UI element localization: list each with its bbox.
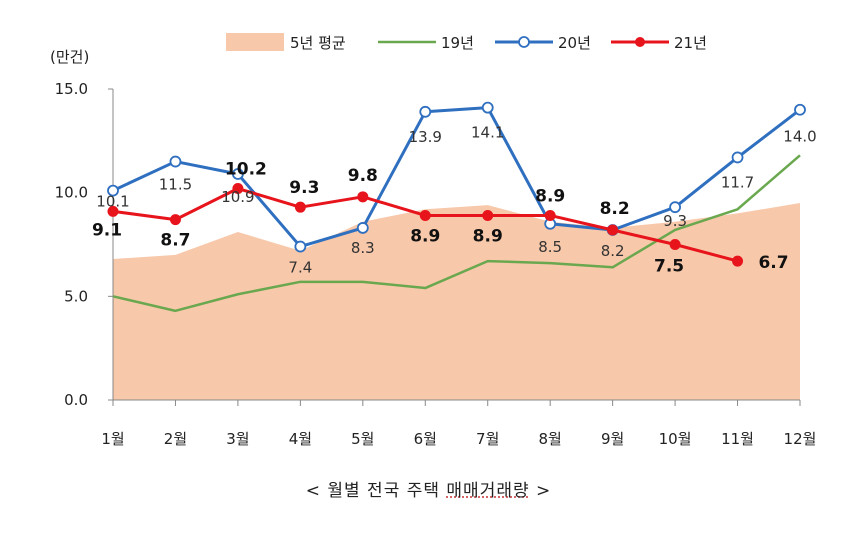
x-tick-label: 8월 [539, 430, 562, 448]
y-tick-label: 10.0 [55, 184, 88, 202]
legend-swatch-5yr-avg [226, 33, 284, 51]
series-20-point [169, 155, 182, 168]
series-21-data-label: 8.9 [473, 226, 503, 246]
caption-underlined: 매매거래량 [446, 481, 530, 501]
axes: 0.0 5.0 10.0 15.0 1월 2월 3월 4월 5월 6월 7월 8월 9월 10월 11월 12… [55, 80, 817, 448]
y-tick-label: 0.0 [64, 391, 88, 409]
legend-label-19: 19년 [441, 34, 474, 52]
series-20-data-label: 8.3 [351, 239, 375, 257]
caption-right: > [529, 481, 552, 501]
series-21-data-label: 9.3 [289, 178, 319, 198]
legend: 5년 평균 19년 20년 21년 [226, 33, 707, 52]
series-21-data-label: 9.1 [92, 220, 122, 240]
x-tick-label: 12월 [784, 430, 817, 448]
legend-marker-20 [518, 36, 530, 48]
x-tick-label: 3월 [226, 430, 249, 448]
x-tick-label: 7월 [476, 430, 499, 448]
series-20-data-label: 7.4 [288, 259, 312, 277]
series-line-20 [112, 106, 801, 249]
series-20-point [294, 240, 307, 253]
series-20-point [731, 151, 744, 164]
x-tick-label: 6월 [414, 430, 437, 448]
area-layer [113, 203, 800, 400]
series-20-point [356, 222, 369, 234]
series-area-5yr-avg [113, 203, 800, 400]
series-20-point [232, 168, 244, 180]
y-tick-label: 15.0 [55, 80, 88, 98]
series-21-point [669, 239, 681, 250]
series-21-point [107, 205, 119, 217]
series-21-data-label: 10.2 [225, 160, 267, 180]
series-line-19 [112, 154, 801, 313]
series-21-data-label: 8.9 [535, 186, 565, 206]
series-20-point [107, 184, 119, 197]
x-tick-label: 11월 [721, 430, 754, 448]
series-21-point [294, 201, 306, 213]
chart-caption: < 월별 전국 주택 매매거래량 > [0, 476, 857, 501]
y-tick-label: 5.0 [64, 287, 88, 305]
series-21-point [732, 255, 744, 267]
series-20-data-label: 9.3 [663, 212, 687, 230]
series-21-point [169, 214, 181, 226]
series-20-data-label: 8.5 [538, 238, 562, 256]
series-20-data-label: 8.2 [601, 242, 625, 260]
legend-label-5yr-avg: 5년 평균 [290, 34, 346, 52]
series-21-point [482, 209, 494, 221]
series-20-data-label: 10.9 [221, 188, 254, 206]
series-20-data-label: 10.1 [96, 193, 129, 211]
x-tick-label: 1월 [101, 430, 124, 448]
series-21-data-label: 8.9 [410, 226, 440, 246]
series-20-data-label: 14.0 [783, 128, 816, 146]
lines-layer [107, 101, 806, 313]
series-21-data-label: 6.7 [758, 253, 788, 273]
series-20-data-label: 11.5 [159, 176, 192, 194]
series-21-point [419, 209, 431, 221]
series-21-data-label: 8.7 [160, 231, 190, 251]
x-tick-label: 2월 [164, 430, 187, 448]
legend-label-20: 20년 [558, 34, 591, 52]
y-unit-label: (만건) [50, 48, 89, 66]
series-21-data-label: 7.5 [654, 257, 684, 277]
x-tick-label: 10월 [659, 430, 692, 448]
x-tick-label: 5월 [351, 430, 374, 448]
series-20-point [669, 201, 681, 214]
series-21-data-label: 9.8 [348, 166, 378, 186]
series-21-point [357, 191, 369, 203]
data-labels: 10.1 11.5 10.9 7.4 8.3 13.9 14.1 8.5 8.2 9.3 11.7 1… [92, 124, 817, 277]
series-21-point [607, 224, 619, 236]
caption-left: < 월별 전국 주택 [305, 481, 447, 501]
series-20-data-label: 14.1 [471, 124, 504, 142]
legend-label-21: 21년 [674, 34, 707, 52]
x-tick-label: 4월 [289, 430, 312, 448]
series-21-point [232, 183, 244, 195]
series-20-data-label: 13.9 [409, 128, 442, 146]
series-20-data-label: 11.7 [721, 173, 754, 191]
x-tick-label: 9월 [601, 430, 624, 448]
series-21-point [544, 209, 556, 221]
series-20-point [419, 105, 432, 118]
series-20-point [481, 101, 494, 114]
series-21-data-label: 8.2 [600, 199, 630, 219]
series-20-point [794, 103, 806, 116]
legend-marker-21 [635, 37, 645, 47]
